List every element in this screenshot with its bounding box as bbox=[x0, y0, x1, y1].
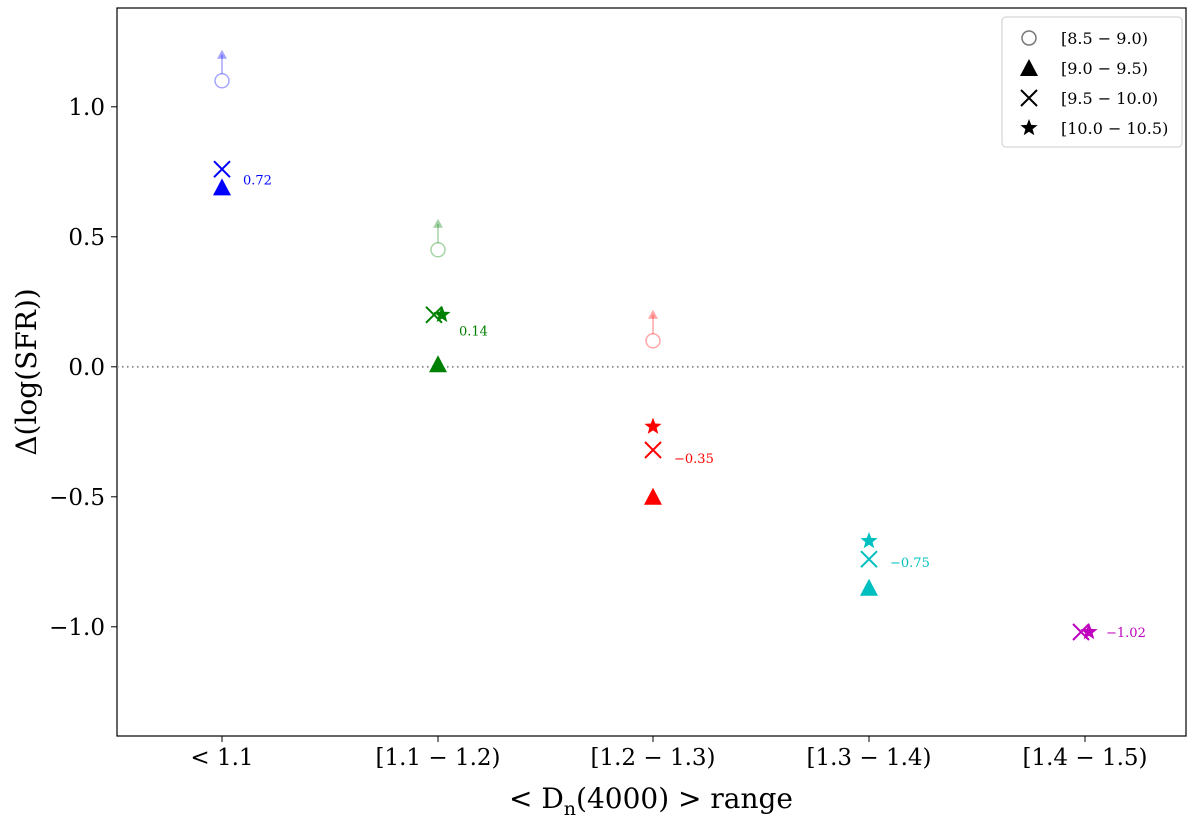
legend-marker-triangle bbox=[1020, 59, 1038, 76]
data-point-triangle bbox=[860, 578, 878, 596]
legend-label: [8.5 − 9.0) bbox=[1061, 29, 1148, 48]
data-point-star bbox=[644, 417, 662, 434]
y-axis-title: Δ(log(SFR)) bbox=[10, 288, 43, 455]
data-point-circle bbox=[214, 73, 230, 89]
mean-value-label: 0.72 bbox=[243, 174, 272, 189]
legend-marker-x bbox=[1020, 89, 1038, 107]
data-point-x bbox=[644, 441, 662, 459]
legend-label: [9.5 − 10.0) bbox=[1061, 89, 1158, 108]
legend-marker-circle bbox=[1021, 30, 1037, 46]
lower-limit-arrowhead bbox=[217, 49, 227, 59]
legend-marker-star bbox=[1020, 119, 1038, 136]
x-tick-label: < 1.1 bbox=[190, 745, 253, 771]
x-tick-label: [1.1 − 1.2) bbox=[376, 745, 501, 771]
y-tick-label: 0.5 bbox=[68, 225, 105, 251]
mean-value-label: −0.75 bbox=[890, 556, 930, 571]
data-point-triangle bbox=[429, 355, 447, 373]
mean-value-label: 0.14 bbox=[459, 324, 488, 339]
data-point-triangle bbox=[644, 487, 662, 505]
data-point-star bbox=[433, 305, 451, 323]
mean-value-label: −0.35 bbox=[674, 452, 714, 467]
y-tick-label: 1.0 bbox=[68, 95, 105, 121]
y-tick-label: −0.5 bbox=[49, 485, 105, 511]
data-point-star bbox=[1080, 623, 1098, 640]
y-tick-label: −1.0 bbox=[49, 615, 105, 641]
plot-frame bbox=[116, 7, 1187, 737]
x-tick-label: [1.3 − 1.4) bbox=[807, 745, 932, 771]
x-axis-title-subscript: n bbox=[564, 798, 576, 820]
legend-box bbox=[1001, 16, 1183, 148]
legend-label: [10.0 − 10.5) bbox=[1061, 119, 1168, 138]
legend: [8.5 − 9.0) [9.0 − 9.5) [9.5 − 10.0) [10.0 … bbox=[1001, 16, 1183, 148]
data-point-star bbox=[860, 532, 878, 549]
y-tick-label: 0.0 bbox=[68, 355, 105, 381]
legend-label: [9.0 − 9.5) bbox=[1061, 59, 1148, 78]
lower-limit-arrowhead bbox=[648, 309, 658, 319]
x-tick-label: [1.2 − 1.3) bbox=[591, 745, 716, 771]
x-tick-label: [1.4 − 1.5) bbox=[1023, 745, 1148, 771]
data-point-x bbox=[860, 550, 878, 568]
mean-value-label: −1.02 bbox=[1106, 626, 1146, 641]
data-point-triangle bbox=[213, 178, 231, 196]
data-point-circle bbox=[645, 333, 661, 349]
plot-area: 1.0 0.5 0.0 −0.5 −1.0 < 1.1 [1.1 − 1.2) [1.2 − … bbox=[49, 7, 1187, 771]
x-axis-title: < Dn(4000) > range bbox=[509, 782, 793, 820]
data-point-circle bbox=[430, 242, 446, 258]
data-point-x bbox=[213, 160, 231, 178]
lower-limit-arrowhead bbox=[433, 218, 443, 228]
